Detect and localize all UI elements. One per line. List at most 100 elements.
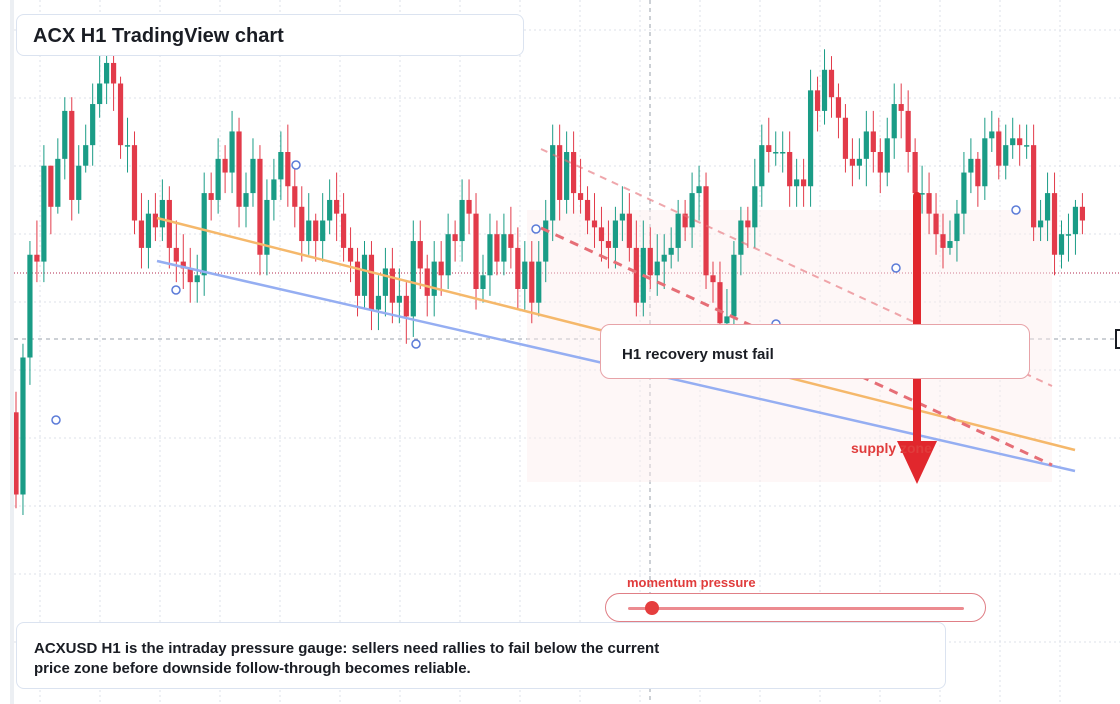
candle-body: [215, 158, 221, 200]
candle-body: [807, 90, 814, 187]
candle-body: [1044, 193, 1051, 221]
candle-body: [83, 145, 89, 166]
candle-body: [327, 199, 333, 221]
candle-body: [55, 158, 61, 207]
trendline-anchor-point: [51, 415, 61, 425]
recovery-callout: H1 recovery must fail: [600, 324, 1030, 379]
trendline-anchor-point: [891, 263, 901, 273]
candle-body: [347, 247, 354, 262]
candle-body: [222, 158, 228, 173]
candle-body: [354, 261, 361, 296]
candle-body: [306, 220, 312, 242]
candle-body: [780, 152, 786, 154]
candle-body: [828, 69, 835, 98]
candle-body: [452, 234, 458, 242]
candle-body: [612, 220, 619, 248]
candle-body: [898, 104, 904, 111]
candle-body: [975, 158, 981, 187]
candle-body: [382, 268, 389, 296]
candle-body: [299, 206, 305, 242]
candle-body: [787, 152, 793, 187]
candle-body: [814, 90, 821, 111]
candle-body: [487, 234, 493, 276]
candle-body: [689, 193, 695, 228]
candle-body: [947, 241, 953, 248]
candle-body: [954, 213, 960, 242]
candle-body: [598, 227, 605, 242]
candle-body: [368, 254, 375, 310]
candle-body: [522, 261, 528, 289]
candle-body: [759, 145, 765, 187]
trendline-anchor-point: [531, 224, 541, 234]
candle-body: [682, 213, 688, 228]
supply-zone-label: supply zone: [851, 440, 932, 456]
candle-body: [564, 152, 570, 200]
candle-body: [752, 186, 758, 228]
candle-body: [34, 254, 40, 262]
candle-body: [731, 254, 737, 317]
candle-body: [320, 220, 326, 242]
candle-body: [1024, 145, 1030, 147]
candle-body: [933, 213, 939, 235]
candle-body: [257, 158, 263, 255]
candle-body: [173, 247, 179, 262]
candle-body: [459, 199, 465, 242]
candle-body: [745, 220, 751, 228]
candle-body: [529, 261, 535, 303]
price-scale-marker: [1115, 329, 1120, 349]
candle-body: [1058, 234, 1065, 255]
candle-body: [543, 220, 549, 262]
candle-body: [626, 213, 632, 248]
trendline-anchor-point: [291, 160, 301, 170]
chart-title: ACX H1 TradingView chart: [33, 25, 284, 47]
candle-body: [821, 69, 828, 111]
candle-body: [1051, 193, 1058, 255]
candle-body: [919, 193, 925, 195]
candle-body: [696, 186, 702, 194]
gauge-knob[interactable]: [644, 601, 659, 615]
candle-body: [76, 165, 82, 200]
candle-body: [41, 165, 47, 262]
candle-body: [97, 83, 103, 105]
candle-body: [766, 145, 772, 152]
candle-body: [473, 213, 479, 289]
candle-body: [334, 199, 340, 214]
candle-body: [375, 295, 382, 310]
candle-body: [940, 234, 946, 248]
candle-body: [466, 199, 472, 214]
candle-body: [863, 131, 869, 159]
candle-body: [145, 213, 152, 248]
candle-body: [738, 220, 744, 255]
candle-body: [668, 247, 674, 255]
candle-body: [313, 220, 319, 242]
candle-body: [403, 295, 409, 317]
candles-layer: [13, 42, 1086, 516]
candle-body: [389, 268, 395, 303]
note-text: ACXUSD H1 is the intraday pressure gauge…: [34, 640, 660, 677]
candle-body: [968, 158, 974, 173]
candle-body: [340, 213, 347, 248]
candle-body: [996, 131, 1002, 166]
candle-body: [13, 412, 19, 495]
candle-body: [180, 261, 186, 269]
candle-body: [131, 145, 138, 221]
candle-body: [361, 254, 368, 296]
left-rail: [10, 0, 14, 704]
gauge-track: [628, 607, 964, 610]
candle-body: [396, 295, 402, 303]
candle-body: [243, 193, 249, 207]
momentum-gauge[interactable]: [605, 593, 986, 622]
candle-body: [187, 268, 193, 283]
candle-body: [633, 247, 639, 303]
candle-body: [675, 213, 681, 248]
candle-body: [117, 83, 124, 146]
candle-body: [605, 241, 612, 248]
candle-body: [1072, 206, 1079, 235]
candle-body: [961, 172, 967, 214]
candle-body: [110, 62, 117, 84]
candle-body: [536, 261, 542, 303]
trendline-anchor-point: [411, 339, 421, 349]
candle-body: [661, 254, 667, 262]
candle-body: [926, 193, 932, 214]
candle-body: [557, 145, 563, 200]
